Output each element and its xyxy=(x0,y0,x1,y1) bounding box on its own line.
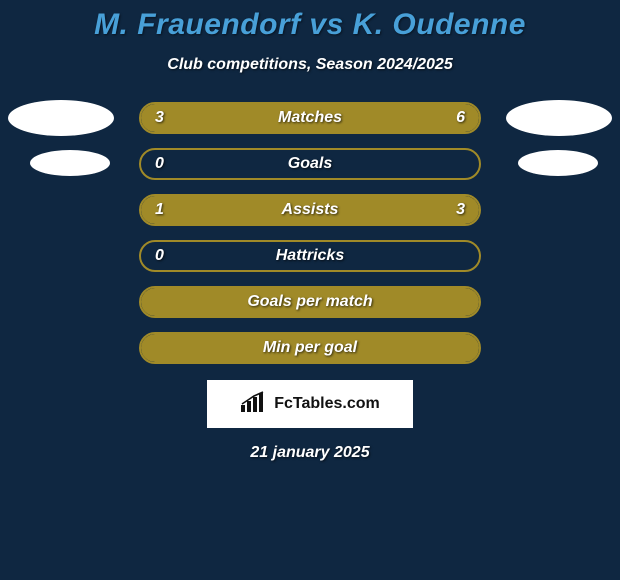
card-title: M. Frauendorf vs K. Oudenne xyxy=(0,8,620,42)
player-avatar-right xyxy=(518,150,598,176)
player-avatar-left xyxy=(8,100,114,136)
stat-value-left: 0 xyxy=(155,247,164,265)
player-avatar-right xyxy=(506,100,612,136)
stat-label: Goals xyxy=(141,155,479,173)
stat-value-left: 3 xyxy=(155,109,164,127)
stat-bar-track: Hattricks0 xyxy=(139,240,481,272)
stat-row: Goals0 xyxy=(0,148,620,180)
stat-row: Min per goal xyxy=(0,332,620,364)
comparison-card: M. Frauendorf vs K. Oudenne Club competi… xyxy=(0,0,620,462)
stat-bar-track: Goals0 xyxy=(139,148,481,180)
stat-value-right: 6 xyxy=(456,109,465,127)
stat-bar-track: Min per goal xyxy=(139,332,481,364)
stat-label: Goals per match xyxy=(141,293,479,311)
stat-label: Assists xyxy=(141,201,479,219)
stat-bar-track: Assists1 3 xyxy=(139,194,481,226)
stat-label: Min per goal xyxy=(141,339,479,357)
player-avatar-left xyxy=(30,150,110,176)
stat-value-left: 0 xyxy=(155,155,164,173)
stat-label: Matches xyxy=(141,109,479,127)
card-subtitle: Club competitions, Season 2024/2025 xyxy=(0,56,620,74)
chart-icon xyxy=(240,391,268,418)
source-banner[interactable]: FcTables.com xyxy=(207,380,413,428)
stat-row: Assists1 3 xyxy=(0,194,620,226)
stat-bar-track: Matches3 6 xyxy=(139,102,481,134)
stat-rows: Matches36Goals0Assists13Hattricks0Goals … xyxy=(0,102,620,364)
stat-row: Goals per match xyxy=(0,286,620,318)
banner-text: FcTables.com xyxy=(274,395,380,413)
stat-row: Hattricks0 xyxy=(0,240,620,272)
stat-label: Hattricks xyxy=(141,247,479,265)
stat-value-right: 3 xyxy=(456,201,465,219)
stat-value-left: 1 xyxy=(155,201,164,219)
stat-row: Matches3 6 xyxy=(0,102,620,134)
stat-bar-track: Goals per match xyxy=(139,286,481,318)
card-date: 21 january 2025 xyxy=(0,444,620,462)
